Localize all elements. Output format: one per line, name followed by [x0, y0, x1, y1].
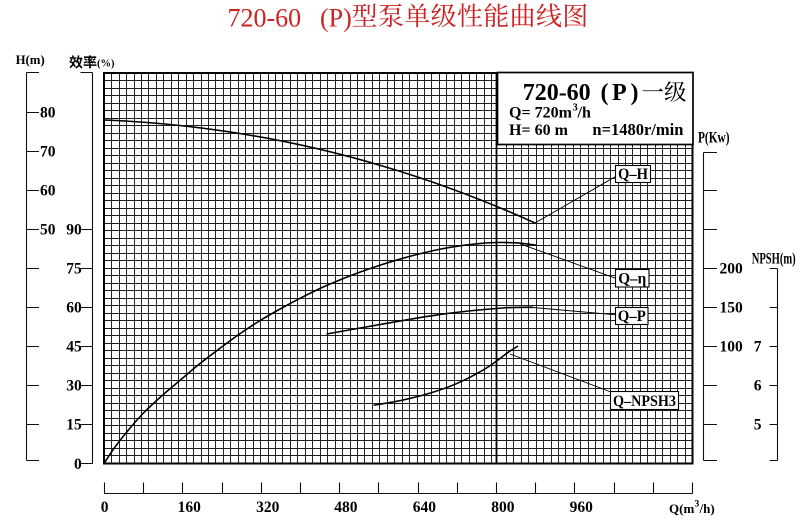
svg-text:800: 800 [491, 499, 515, 516]
svg-text:50: 50 [40, 222, 56, 239]
svg-text:P: P [612, 80, 627, 106]
svg-text:Q= 720m: Q= 720m [509, 105, 573, 122]
svg-text:75: 75 [66, 261, 82, 278]
svg-text:150: 150 [720, 300, 744, 317]
svg-text:n=1480r/min: n=1480r/min [592, 120, 683, 139]
svg-text:0: 0 [101, 499, 109, 516]
svg-text:H(m): H(m) [16, 53, 45, 67]
svg-text:/h: /h [577, 105, 591, 122]
svg-text:60: 60 [40, 182, 56, 199]
svg-text:720-60: 720-60 [228, 3, 302, 32]
svg-text:Q–P: Q–P [618, 308, 646, 325]
svg-text:320: 320 [256, 499, 280, 516]
svg-text:15: 15 [66, 417, 82, 434]
svg-text:960: 960 [570, 499, 594, 516]
svg-text:45: 45 [66, 339, 82, 356]
svg-text:160: 160 [178, 499, 202, 516]
svg-text:NPSH(m): NPSH(m) [752, 250, 796, 267]
svg-text:Q(m: Q(m [669, 501, 694, 516]
svg-text:6: 6 [754, 378, 762, 395]
svg-text:200: 200 [720, 261, 744, 278]
svg-text:(: ( [601, 80, 609, 106]
svg-text:0: 0 [74, 456, 82, 473]
svg-text:H= 60 m: H= 60 m [509, 122, 569, 139]
svg-text:3: 3 [695, 500, 700, 510]
svg-text:P(Kw): P(Kw) [698, 130, 730, 147]
svg-text:60: 60 [66, 300, 82, 317]
svg-text:640: 640 [413, 499, 437, 516]
svg-text:5: 5 [754, 417, 762, 434]
svg-text:90: 90 [66, 222, 82, 239]
svg-text:(P): (P) [320, 3, 352, 32]
svg-text:720-60: 720-60 [523, 80, 591, 106]
svg-text:70: 70 [40, 143, 56, 160]
svg-text:): ) [631, 80, 639, 106]
svg-text:80: 80 [40, 104, 56, 121]
svg-text:30: 30 [66, 378, 82, 395]
svg-text:/h): /h) [699, 501, 715, 516]
svg-text:100: 100 [720, 339, 744, 356]
svg-text:3: 3 [573, 102, 578, 113]
svg-text:Q–H: Q–H [618, 166, 649, 183]
svg-text:Q–NPSH3: Q–NPSH3 [613, 393, 676, 410]
svg-text:7: 7 [754, 339, 762, 356]
svg-text:480: 480 [334, 499, 358, 516]
svg-text:Q–η: Q–η [618, 271, 646, 288]
svg-text:(%): (%) [97, 59, 115, 70]
